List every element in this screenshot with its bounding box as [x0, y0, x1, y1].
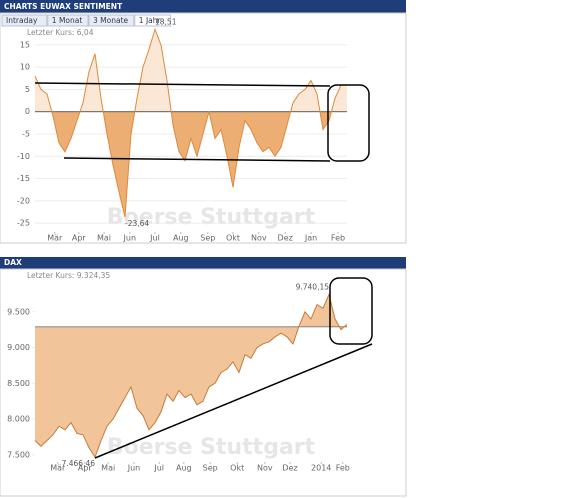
x-tick-label: Mai [97, 234, 111, 243]
x-tick-label: Jul [153, 464, 164, 473]
x-tick-label: Apr [78, 464, 93, 473]
tab-label[interactable]: Intraday [6, 16, 38, 25]
x-tick-label: Mär [47, 234, 63, 243]
x-tick-label: Jun [127, 464, 141, 473]
x-tick-label: Nov [251, 234, 267, 243]
panel [0, 12, 407, 244]
chart: Intraday 1 Monat 3 Monate 1 Jahr Letzter Kur… [1, 14, 348, 243]
y-tick-label: 5 [25, 85, 30, 94]
x-tick-label: Jun [123, 234, 137, 243]
x-tick-label: Jul [149, 234, 160, 243]
watermark: Boerse Stuttgart [107, 205, 316, 230]
subtitle: Letzter Kurs: 9.324,35 [27, 271, 110, 280]
x-tick-label: Feb [331, 234, 345, 243]
resistance-line [34, 82, 331, 87]
annotation: 7.466,46 [62, 459, 96, 468]
x-tick-label: Nov [257, 464, 273, 473]
x-tick-label: Sep [200, 234, 215, 243]
tab[interactable] [88, 14, 135, 27]
x-tick-label: Dez [282, 464, 297, 473]
x-tick-label: Aug [173, 234, 189, 243]
x-tick-label: Mär [50, 464, 66, 473]
hand-drawn-annotation [34, 82, 373, 459]
y-tick-label: 0 [25, 107, 30, 116]
y-tick-label: 15 [20, 40, 30, 49]
trend-line [94, 343, 373, 459]
highlight-box [329, 277, 373, 345]
y-tick-label: -10 [17, 152, 30, 161]
annotation: -23,64 [125, 219, 149, 228]
x-tick-label: Mai [101, 464, 115, 473]
header-bar [0, 0, 406, 13]
annotation: 18,51 [155, 17, 177, 26]
x-tick-label: Jan [304, 234, 317, 243]
line [34, 293, 348, 459]
x-tick-label: Sep [203, 464, 218, 473]
area-below [35, 326, 345, 458]
header-bar [0, 257, 406, 269]
chart-title: DAX [4, 258, 22, 267]
y-tick-label: -20 [17, 196, 30, 205]
chart-title: CHARTS EUWAX SENTIMENT [4, 2, 123, 11]
highlight-box [327, 84, 370, 162]
area-below [51, 111, 332, 218]
watermark: Boerse Stuttgart [107, 435, 316, 460]
x-tick-label: Okt [226, 234, 240, 243]
subtitle: Letzter Kurs: 6,04 [27, 28, 94, 37]
annotation: 9.740,15 [296, 283, 330, 292]
y-tick-label: 8.500 [7, 379, 30, 388]
y-tick-label: 7.500 [7, 450, 30, 459]
y-tick-label: 10 [20, 63, 30, 72]
tab[interactable] [47, 14, 89, 27]
y-tick-label: 9.000 [7, 343, 30, 352]
panel [0, 268, 407, 497]
x-tick-label: Okt [230, 464, 244, 473]
y-tick-label: -15 [17, 174, 30, 183]
tab[interactable] [134, 14, 171, 27]
line [34, 27, 348, 218]
y-tick-label: -5 [22, 130, 30, 139]
x-tick-label: Apr [72, 234, 87, 243]
chart: Letzter Kurs: 9.324,35 Boerse Stuttgart 7.… [7, 271, 350, 473]
tab[interactable] [1, 14, 48, 27]
x-tick-label: Aug [176, 464, 192, 473]
tab-label[interactable]: 3 Monate [93, 16, 129, 25]
y-tick-label: 8.000 [7, 415, 30, 424]
area-above [35, 29, 347, 112]
tab-label[interactable]: 1 Monat [52, 16, 83, 25]
x-tick-label: 2014 [311, 464, 331, 473]
tab-label[interactable]: 1 Jahr [139, 16, 162, 25]
x-tick-label: Feb [336, 464, 350, 473]
y-tick-label: 9.500 [7, 307, 30, 316]
y-tick-label: -25 [17, 219, 30, 228]
area-above [35, 294, 347, 327]
support-line [63, 157, 331, 162]
x-tick-label: Dez [278, 234, 293, 243]
